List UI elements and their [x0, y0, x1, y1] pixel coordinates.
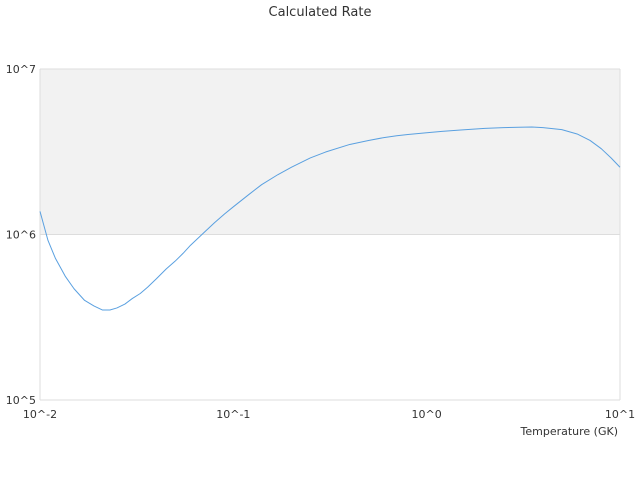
series-layer: [39, 126, 621, 311]
x-tick-labels: 10^-2 10^-1 10^0 10^1: [23, 408, 635, 421]
x-tick-label: 10^-1: [216, 408, 250, 421]
x-tick-label: 10^1: [605, 408, 635, 421]
plot-band: [40, 69, 620, 235]
series-line: [39, 126, 621, 311]
plot-band-layer: [40, 69, 620, 235]
x-tick-label: 10^-2: [23, 408, 57, 421]
grid-layer: [39, 68, 621, 401]
chart-title: Calculated Rate: [269, 5, 372, 20]
y-tick-labels: 10^5 10^6 10^7: [6, 63, 36, 407]
x-axis-title: Temperature (GK): [520, 425, 619, 438]
y-tick-label: 10^6: [6, 229, 36, 242]
y-tick-label: 10^5: [6, 394, 36, 407]
y-tick-label: 10^7: [6, 63, 36, 76]
x-tick-label: 10^0: [412, 408, 442, 421]
